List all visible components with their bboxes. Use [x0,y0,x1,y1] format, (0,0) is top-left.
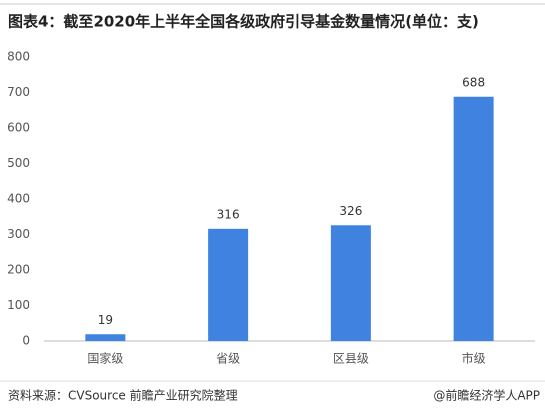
y-tick-label: 500 [7,156,30,170]
bar [453,96,494,341]
x-tick-label: 区县级 [333,352,369,366]
value-label: 19 [98,313,113,327]
value-label: 688 [462,75,485,89]
y-tick-label: 300 [7,227,30,241]
credit: @前瞻经济学人APP [433,388,540,403]
y-tick-label: 100 [7,298,30,312]
y-tick-label: 600 [7,121,30,135]
y-tick-label: 0 [22,334,30,348]
x-tick-label: 省级 [216,352,240,366]
bar [208,228,249,341]
y-tick-label: 400 [7,192,30,206]
x-tick-label: 市级 [462,351,486,366]
y-tick-label: 800 [7,50,30,64]
chart-title: 图表4：截至2020年上半年全国各级政府引导基金数量情况(单位：支) [8,13,479,31]
y-tick-label: 700 [7,85,30,99]
value-label: 326 [339,204,362,218]
y-tick-label: 200 [7,263,30,277]
value-label: 316 [217,207,240,221]
source: 资料来源：CVSource 前瞻产业研究院整理 [8,388,238,403]
bar [85,334,126,341]
x-tick-label: 国家级 [87,351,123,366]
bar [330,225,371,341]
